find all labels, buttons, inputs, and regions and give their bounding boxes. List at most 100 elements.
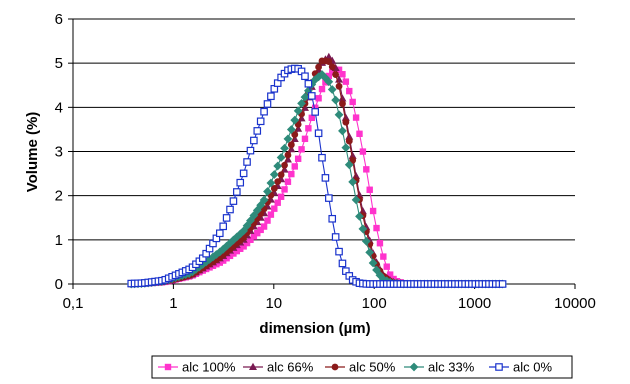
data-point <box>338 126 347 136</box>
legend-marker <box>331 363 339 371</box>
data-point <box>325 58 333 65</box>
data-point <box>324 77 334 87</box>
y-tick-label: 6 <box>55 11 63 28</box>
data-point <box>351 195 361 205</box>
data-point <box>339 100 346 108</box>
data-point <box>267 211 275 218</box>
data-point <box>213 261 220 268</box>
data-point <box>325 194 333 202</box>
data-point <box>363 166 370 173</box>
data-point <box>315 63 323 71</box>
data-point <box>250 233 258 240</box>
data-point <box>329 68 336 76</box>
data-point <box>327 85 337 94</box>
legend-marker <box>249 362 257 370</box>
data-point <box>294 155 302 162</box>
data-point <box>229 235 238 245</box>
data-point <box>242 221 252 231</box>
data-point <box>226 205 234 214</box>
data-point <box>361 236 371 246</box>
x-tick-label: 1000 <box>458 295 491 312</box>
series-open-square <box>127 64 507 288</box>
legend-label: alc 100% <box>182 360 236 375</box>
data-point <box>290 115 300 125</box>
data-point <box>331 233 340 241</box>
data-point <box>335 247 343 256</box>
data-point <box>246 146 255 155</box>
series-layer <box>126 52 507 289</box>
data-point <box>310 75 320 85</box>
data-point <box>257 226 264 234</box>
y-axis-title: Volume (%) <box>24 112 41 193</box>
data-point <box>342 78 350 85</box>
data-point <box>293 106 303 116</box>
data-point <box>359 148 367 155</box>
x-axis-title: dimension (µm) <box>259 320 370 337</box>
data-point <box>240 243 247 250</box>
data-point <box>346 87 353 95</box>
data-point <box>345 137 353 145</box>
data-point <box>314 129 323 138</box>
data-point <box>277 193 285 200</box>
data-point <box>318 85 326 93</box>
data-point <box>288 170 295 178</box>
x-tick-label: 10 <box>265 295 282 312</box>
data-point <box>263 100 272 108</box>
data-point <box>331 95 341 105</box>
y-tick-label: 2 <box>55 188 63 205</box>
data-point <box>264 217 271 224</box>
data-point <box>304 79 313 88</box>
data-point <box>355 212 364 221</box>
data-point <box>308 114 315 122</box>
data-point <box>267 92 275 101</box>
data-point <box>254 229 261 237</box>
data-point <box>305 125 312 132</box>
data-point <box>368 258 378 268</box>
data-point <box>335 82 343 90</box>
legend-box <box>151 355 573 379</box>
data-point <box>376 240 384 247</box>
data-point <box>301 135 309 143</box>
data-point <box>318 153 326 162</box>
data-point <box>276 153 286 162</box>
data-point <box>355 190 364 199</box>
data-point <box>266 178 276 188</box>
data-point <box>281 186 288 193</box>
tick-labels: 0 1 2 3 4 5 6 0,1 1 10 100 1000 10000 <box>55 11 596 312</box>
legend-marker <box>495 363 503 371</box>
data-point <box>269 170 279 179</box>
data-point <box>328 63 336 71</box>
data-point <box>358 206 367 215</box>
data-point <box>284 151 292 159</box>
data-point <box>342 118 350 126</box>
data-point <box>284 178 292 185</box>
legend-label: alc 66% <box>267 360 314 375</box>
data-point <box>335 66 343 73</box>
data-point <box>325 72 333 80</box>
data-point <box>356 130 363 137</box>
series-triangle <box>127 52 507 287</box>
series-square <box>128 66 506 288</box>
data-point <box>352 171 361 180</box>
data-point <box>277 171 285 179</box>
data-point <box>386 271 394 278</box>
data-point <box>301 72 309 81</box>
data-point <box>260 107 268 116</box>
data-point <box>233 247 241 255</box>
data-point <box>383 263 390 270</box>
data-point <box>498 280 507 288</box>
data-point <box>229 197 238 205</box>
data-point <box>281 161 288 169</box>
data-point <box>239 169 248 178</box>
data-point <box>222 241 232 251</box>
data-point <box>270 185 278 192</box>
data-point <box>373 224 380 232</box>
data-point <box>332 71 340 78</box>
data-point <box>208 252 218 262</box>
data-point <box>243 158 251 166</box>
data-point <box>222 214 231 222</box>
data-point <box>237 245 244 252</box>
data-point <box>297 98 306 108</box>
data-point <box>348 177 358 187</box>
